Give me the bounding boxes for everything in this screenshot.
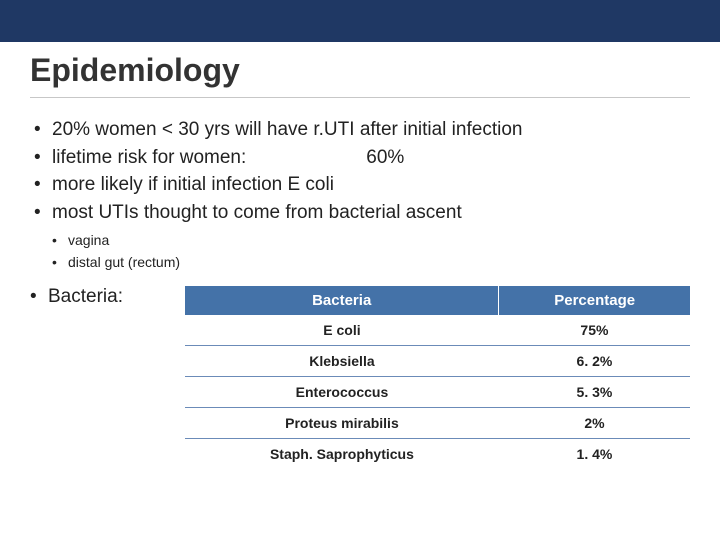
slide-content: Epidemiology 20% women < 30 yrs will hav… <box>0 42 720 469</box>
table-cell-name: Klebsiella <box>185 345 499 376</box>
bullet-text: lifetime risk for women: <box>52 147 246 168</box>
table-cell-pct: 2% <box>499 407 690 438</box>
table-cell-pct: 6. 2% <box>499 345 690 376</box>
sub-bullets: vagina distal gut (rectum) <box>30 230 690 273</box>
table-row: E coli 75% <box>185 315 690 346</box>
sub-bullet-text: distal gut (rectum) <box>68 254 180 270</box>
bullet-text: more likely if initial infection E coli <box>52 174 334 195</box>
bacteria-label: Bacteria: <box>30 286 185 308</box>
table-cell-pct: 1. 4% <box>499 438 690 469</box>
table-cell-pct: 5. 3% <box>499 376 690 407</box>
table-cell-pct: 75% <box>499 315 690 346</box>
top-bar <box>0 0 720 42</box>
table-cell-name: Proteus mirabilis <box>185 407 499 438</box>
table-row: Klebsiella 6. 2% <box>185 345 690 376</box>
table-header-row: Bacteria Percentage <box>185 286 690 315</box>
sub-bullet-item: vagina <box>52 230 690 252</box>
bullet-item: 20% women < 30 yrs will have r.UTI after… <box>34 116 690 144</box>
table-cell-name: Staph. Saprophyticus <box>185 438 499 469</box>
main-bullets: 20% women < 30 yrs will have r.UTI after… <box>30 116 690 226</box>
sub-bullet-item: distal gut (rectum) <box>52 252 690 274</box>
table-cell-name: E coli <box>185 315 499 346</box>
table-header-cell: Percentage <box>499 286 690 315</box>
slide-title: Epidemiology <box>30 52 690 98</box>
table-header-cell: Bacteria <box>185 286 499 315</box>
bullet-text: most UTIs thought to come from bacterial… <box>52 202 462 223</box>
bullet-item: lifetime risk for women: 60% <box>34 144 690 172</box>
table-row: Staph. Saprophyticus 1. 4% <box>185 438 690 469</box>
bacteria-label-wrap: Bacteria: <box>30 286 185 308</box>
bullet-item: more likely if initial infection E coli <box>34 171 690 199</box>
bullet-item: most UTIs thought to come from bacterial… <box>34 199 690 227</box>
table-row: Proteus mirabilis 2% <box>185 407 690 438</box>
sub-bullet-text: vagina <box>68 232 109 248</box>
bullet-text: 20% women < 30 yrs will have r.UTI after… <box>52 119 522 140</box>
bacteria-section: Bacteria: Bacteria Percentage E coli 75%… <box>30 286 690 469</box>
bacteria-table: Bacteria Percentage E coli 75% Klebsiell… <box>185 286 690 469</box>
table-row: Enterococcus 5. 3% <box>185 376 690 407</box>
bullet-value: 60% <box>366 147 404 168</box>
table-cell-name: Enterococcus <box>185 376 499 407</box>
